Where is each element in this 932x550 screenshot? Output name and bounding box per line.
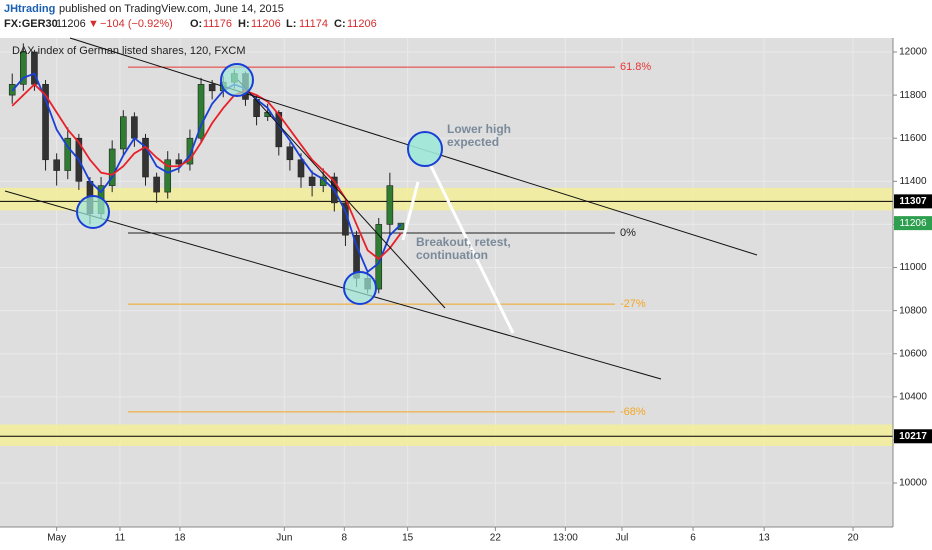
last-price-label: 11206 [899,218,927,229]
candle-body [208,84,216,92]
x-tick-label: 11 [115,533,126,544]
x-tick-label: 13 [759,533,771,544]
candle-body [197,84,205,139]
ohlc-label: L: [286,18,296,30]
candle-body [108,148,116,186]
x-tick-label: 13:00 [553,533,578,544]
annotation: Breakout, retest, [416,235,511,249]
fib-level-label: -68% [620,406,646,418]
trend-line [4,190,662,380]
y-tick-label: 11400 [899,176,927,187]
last-price-badge [894,216,932,231]
candle-body [286,146,294,161]
last-price: 11206 [56,18,86,30]
annotation: expected [447,135,499,149]
y-tick-label: 10000 [899,478,927,489]
ohlc-label: C: [334,18,346,30]
highlight-circle [343,271,377,305]
highlight-circle [76,195,110,229]
ohlc-value: 11206 [347,18,377,30]
fib-level-label: 0% [620,227,636,239]
candle-body [386,185,394,225]
y-tick-label: 10600 [899,348,927,359]
symbol: FX:GER30 [4,18,58,30]
candle-body [119,116,127,150]
candle-body [297,159,305,178]
y-tick-label: 11000 [899,262,927,273]
zone [0,424,893,446]
axes: 1000010200104001060010800110001120011400… [47,47,932,544]
annotation: Lower high [447,122,511,136]
ohlc-value: 11174 [299,18,328,30]
candle-body [53,159,60,171]
price-badge-label: 11307 [899,196,927,207]
fib-level-label: -27% [620,298,646,310]
ohlc-value: 11176 [203,18,232,30]
candle-body [131,116,138,139]
x-tick-label: May [47,533,66,544]
highlight-circle [407,131,443,167]
y-tick-label: 12000 [899,47,927,58]
highlight-circle [220,63,254,97]
change: −104 (−0.92%) [100,18,173,30]
candle-body [20,51,27,85]
candle-body [142,137,149,178]
price-badge [894,429,932,444]
x-tick-label: 6 [690,533,696,544]
x-tick-label: 20 [847,533,859,544]
y-tick-label: 11600 [899,133,927,144]
time-axis [0,527,893,550]
moving-average [11,83,402,261]
y-tick-label: 10800 [899,305,927,316]
candle-body [42,84,49,161]
projection-arrow [401,181,420,241]
x-tick-label: 8 [342,533,348,544]
ohlc: O: 11176 H: 11206 L: 11174 C: 11206 [190,18,377,30]
ohlc-label: H: [238,18,250,30]
candle-body [153,176,160,193]
change-arrow: ▼ [88,18,99,30]
y-tick-label: 11800 [899,90,927,101]
candle-body [308,176,316,186]
x-tick-label: Jun [276,533,292,544]
trend-line [237,79,446,309]
price-badge [894,194,932,209]
x-tick-label: 18 [174,533,186,544]
x-tick-label: Jul [616,533,629,544]
candle-body [64,137,72,171]
author: JHtrading [4,3,55,15]
price-badge-label: 10217 [899,431,927,442]
ohlc-label: O: [190,18,202,30]
y-tick-label: 10400 [899,391,927,402]
chart-title: DAX index of German listed shares, 120, … [12,45,246,57]
ohlc-value: 11206 [251,18,281,30]
moving-average [11,72,402,274]
candle-body [186,137,194,165]
price-axis [893,38,932,550]
projection-arrow [426,159,515,334]
annotation: continuation [416,248,488,262]
fib-level-label: 61.8% [620,61,651,73]
x-tick-label: 22 [490,533,502,544]
candle-body [164,159,172,193]
candle-body [175,159,183,165]
published: published on TradingView.com, June 14, 2… [59,3,284,15]
plot-background [0,38,893,527]
x-tick-label: 15 [402,533,414,544]
drawings [4,37,758,380]
